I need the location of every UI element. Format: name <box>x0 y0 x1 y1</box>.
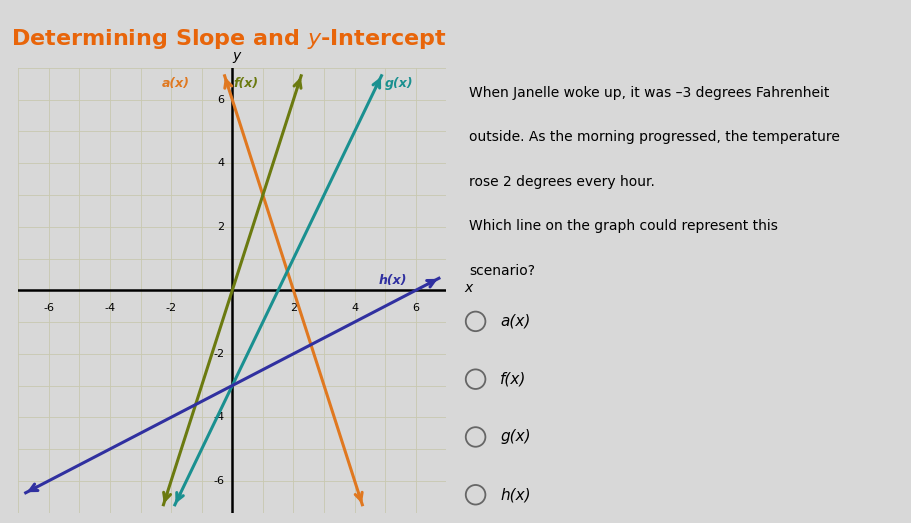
Text: outside. As the morning progressed, the temperature: outside. As the morning progressed, the … <box>469 130 840 144</box>
Text: 6: 6 <box>218 95 225 105</box>
Text: x: x <box>465 281 473 295</box>
Text: -2: -2 <box>213 349 225 359</box>
Text: 2: 2 <box>218 222 225 232</box>
Text: 4: 4 <box>218 158 225 168</box>
Text: scenario?: scenario? <box>469 264 535 278</box>
Text: When Janelle woke up, it was –3 degrees Fahrenheit: When Janelle woke up, it was –3 degrees … <box>469 86 829 100</box>
Text: y: y <box>233 49 241 63</box>
Text: rose 2 degrees every hour.: rose 2 degrees every hour. <box>469 175 655 189</box>
Text: a(x): a(x) <box>500 314 530 329</box>
Text: g(x): g(x) <box>500 429 531 445</box>
Text: Which line on the graph could represent this: Which line on the graph could represent … <box>469 219 778 233</box>
Text: 6: 6 <box>413 303 419 313</box>
Text: 4: 4 <box>351 303 358 313</box>
Text: h(x): h(x) <box>379 274 407 287</box>
Text: a(x): a(x) <box>162 77 190 90</box>
Text: -4: -4 <box>213 412 225 422</box>
Text: g(x): g(x) <box>385 77 414 90</box>
Text: -2: -2 <box>166 303 177 313</box>
Text: h(x): h(x) <box>500 487 531 502</box>
Text: f(x): f(x) <box>500 372 527 386</box>
Text: f(x): f(x) <box>234 77 259 90</box>
Text: -6: -6 <box>214 476 225 486</box>
Text: Determining Slope and $\mathit{y}$-Intercept: Determining Slope and $\mathit{y}$-Inter… <box>11 27 446 51</box>
Text: 2: 2 <box>290 303 297 313</box>
Text: -4: -4 <box>105 303 116 313</box>
Text: -6: -6 <box>44 303 55 313</box>
